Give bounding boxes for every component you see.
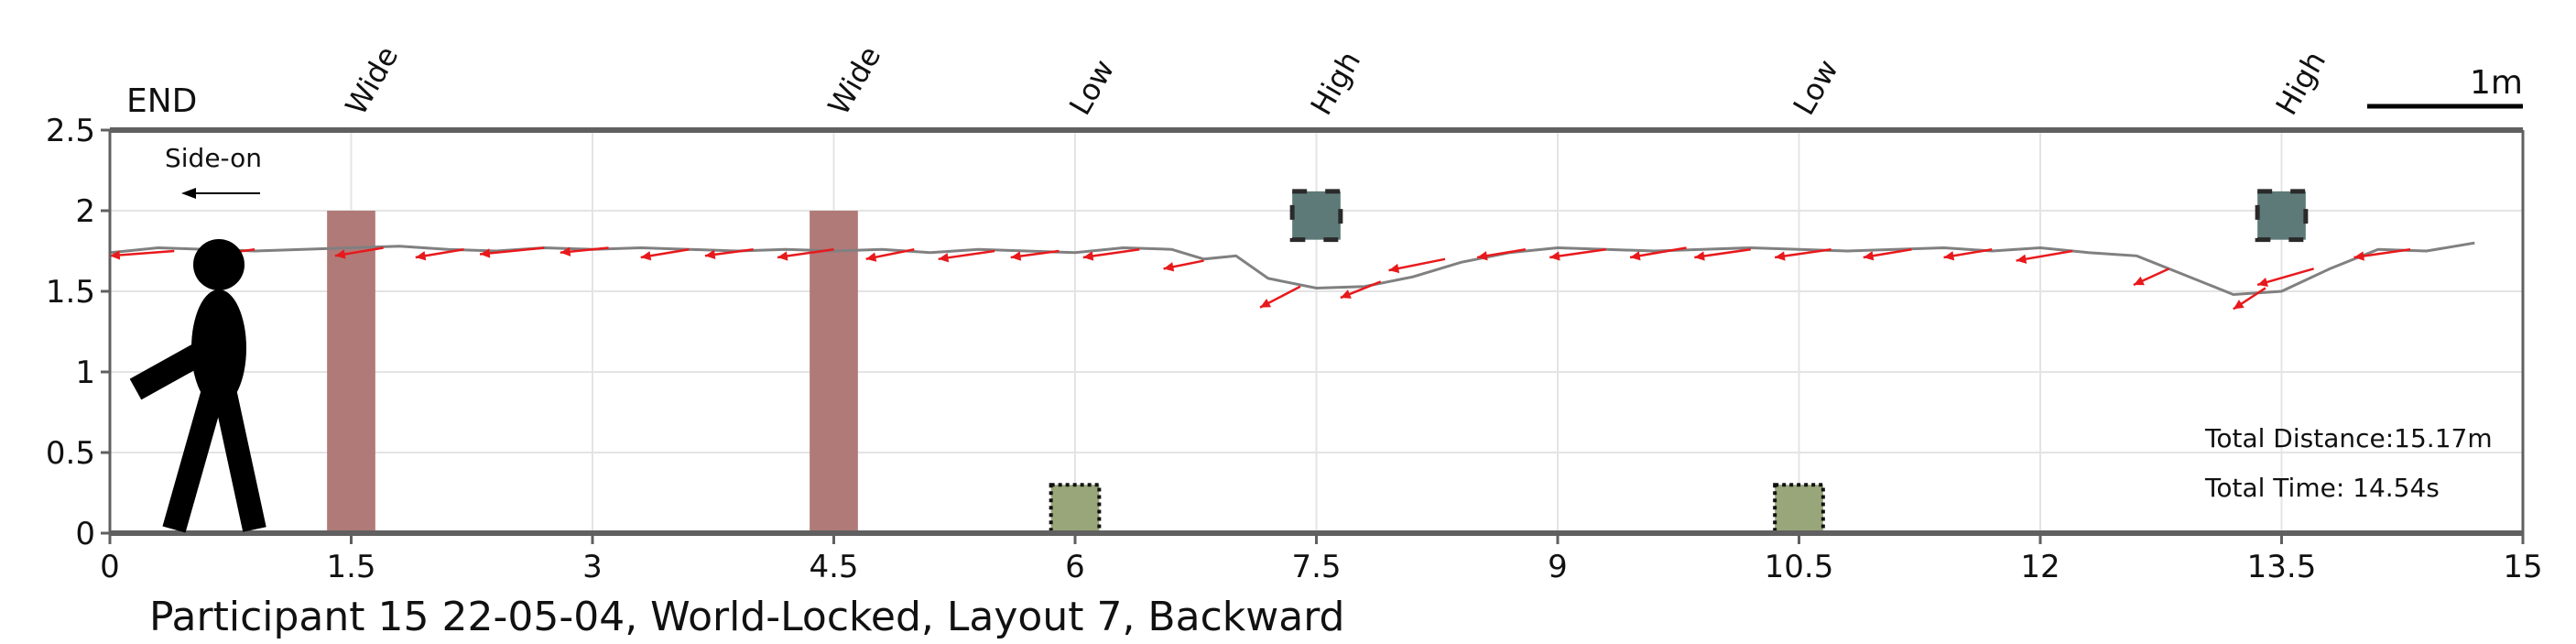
y-tick-label: 0.5 [46, 435, 95, 472]
heading-arrow [109, 249, 175, 260]
x-tick-label: 10.5 [1765, 549, 1834, 585]
ticks: 0 1.5 3 4.5 6 7.5 9 10.5 12 13.5 15 0 0.5 1 1.5 2 2.5 [46, 113, 2543, 585]
x-tick-label: 13.5 [2247, 549, 2317, 585]
x-tick-label: 7.5 [1291, 549, 1341, 585]
heading-arrow [1259, 285, 1301, 309]
heading-arrow [1943, 248, 1993, 261]
obstacle-high [2255, 189, 2309, 243]
heading-arrow [1629, 246, 1687, 261]
y-tick-label: 1 [75, 355, 95, 391]
trajectory-layer [109, 241, 2475, 297]
heading-arrow [334, 246, 384, 259]
y-tick-label: 0 [75, 516, 95, 552]
obstacle-type-label: Low [1787, 53, 1845, 121]
heading-arrow [2233, 287, 2266, 311]
heading-arrow [2353, 248, 2411, 261]
heading-arrow [1163, 259, 1204, 272]
heading-arrow [560, 246, 609, 257]
heading-arrow [2016, 249, 2073, 264]
heading-arrow [1010, 249, 1060, 261]
direction-indicator [181, 188, 260, 199]
obstacle-type-label: Wide [339, 40, 406, 121]
direction-label: Side-on [165, 143, 262, 173]
total-time-label: Total Time: 14.54s [2204, 473, 2440, 503]
y-tick-label: 1.5 [46, 274, 95, 311]
scale-bar-label: 1m [2470, 64, 2523, 102]
x-tick-label: 1.5 [326, 549, 375, 585]
heading-arrow [1549, 248, 1606, 261]
heading-arrow [1694, 248, 1751, 261]
x-tick-label: 9 [1548, 549, 1568, 585]
heading-arrow [1476, 248, 1527, 261]
heading-arrow [938, 249, 995, 263]
heading-arrow [777, 248, 834, 261]
x-tick-label: 15 [2503, 549, 2542, 585]
trajectory-line [109, 241, 2475, 297]
obstacle-wide [810, 211, 858, 533]
heading-arrows [109, 246, 2411, 311]
heading-arrow [2256, 267, 2314, 288]
heading-arrow [865, 248, 915, 262]
walker-figure-icon [129, 239, 266, 533]
obstacle-type-label: Wide [821, 40, 888, 121]
heading-arrow [1082, 248, 1140, 261]
obstacle-high [1289, 189, 1343, 243]
x-tick-label: 0 [100, 549, 120, 585]
obstacle-type-label: Low [1062, 53, 1121, 121]
obstacle-type-label: High [2269, 45, 2333, 121]
heading-arrow [415, 248, 464, 261]
heading-arrow [1388, 257, 1446, 274]
chart-caption: Participant 15 22-05-04, World-Locked, L… [149, 594, 1344, 640]
obstacle-type-label: High [1304, 45, 1368, 121]
heading-arrow [704, 248, 754, 260]
grid [110, 130, 2523, 533]
heading-arrow [640, 248, 690, 261]
heading-arrow [1863, 248, 1912, 261]
heading-arrow [1340, 280, 1382, 300]
y-tick-label: 2 [75, 193, 95, 230]
heading-arrow [479, 246, 545, 258]
obstacle-low [1049, 483, 1102, 536]
x-tick-label: 12 [2020, 549, 2060, 585]
end-label: END [126, 82, 197, 120]
heading-arrow [2133, 267, 2170, 287]
obstacle-wide [327, 211, 375, 533]
top-annotations: Wide Wide Low High Low High [339, 40, 2333, 121]
heading-arrow [1774, 248, 1831, 261]
obstacle-low [1773, 483, 1825, 536]
total-distance-label: Total Distance:15.17m [2204, 423, 2493, 453]
x-tick-label: 4.5 [809, 549, 858, 585]
x-tick-label: 3 [582, 549, 603, 585]
y-tick-label: 2.5 [46, 113, 95, 149]
x-tick-label: 6 [1065, 549, 1085, 585]
